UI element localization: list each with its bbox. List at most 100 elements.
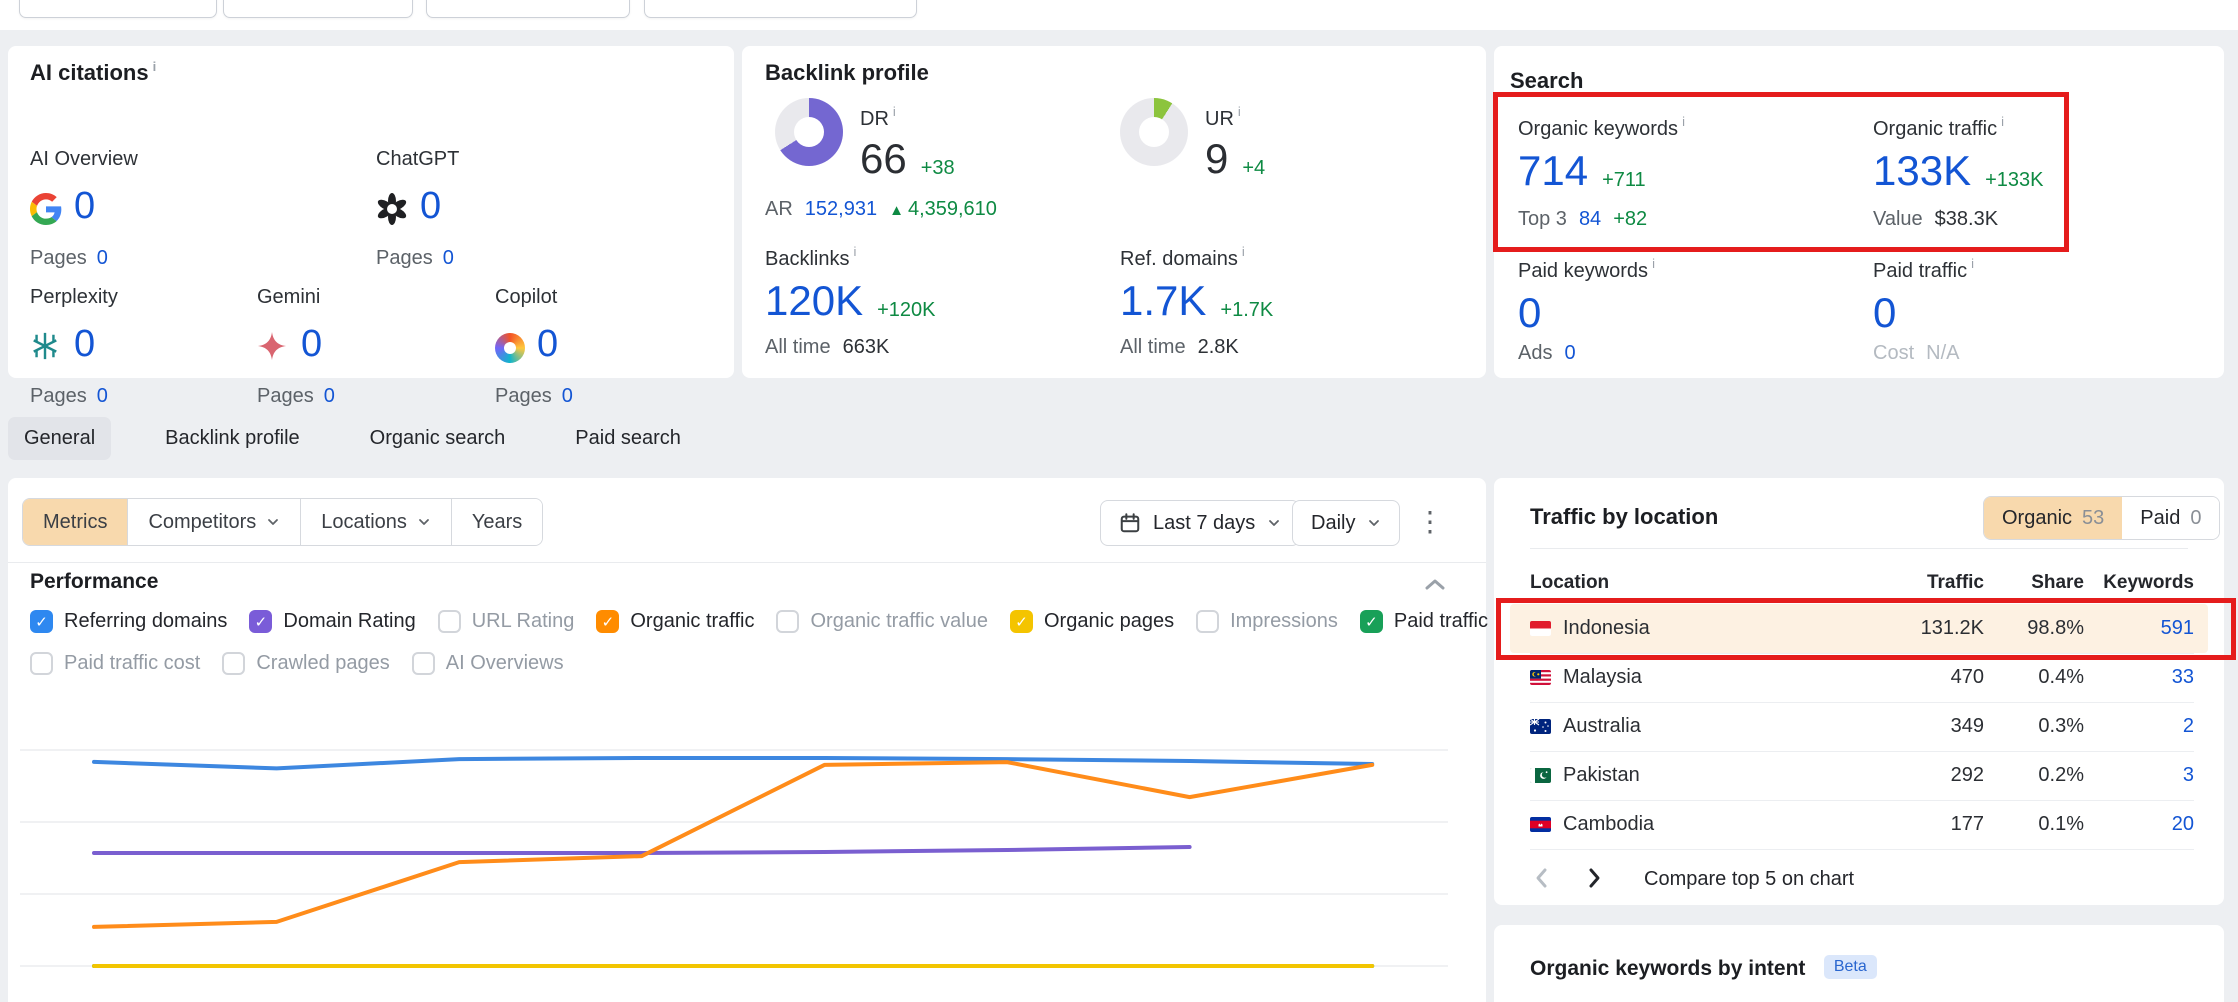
- overview-tabs: General Backlink profile Organic search …: [8, 415, 697, 461]
- gemini-icon: [257, 331, 289, 363]
- traffic-value: 131.2K: [1920, 617, 1984, 639]
- backlinks-value[interactable]: 120K: [765, 277, 864, 324]
- segment-competitors[interactable]: Competitors: [128, 499, 302, 545]
- organic-keywords-label: Organic keywords: [1518, 118, 1685, 141]
- segment-locations[interactable]: Locations: [301, 499, 452, 545]
- dr-delta: +38: [920, 157, 955, 179]
- col-traffic[interactable]: Traffic: [1926, 572, 1984, 593]
- ref-domains-value[interactable]: 1.7K: [1120, 277, 1207, 324]
- metric-organic-traffic-value[interactable]: Organic traffic value: [776, 610, 988, 633]
- location-row-malaysia[interactable]: Malaysia 470 0.4% 33: [1530, 653, 2194, 702]
- pages-value[interactable]: 0: [442, 247, 454, 269]
- collapse-section-icon[interactable]: [1423, 576, 1447, 597]
- paid-traffic-value[interactable]: 0: [1873, 289, 1897, 336]
- chevron-down-icon: [418, 519, 429, 525]
- top-input-4[interactable]: [644, 0, 917, 18]
- checkbox-unchecked-icon: [411, 652, 435, 675]
- ai-item-value: 0: [537, 323, 559, 365]
- checkbox-unchecked-icon: [222, 652, 246, 675]
- location-row-australia[interactable]: Australia 349 0.3% 2: [1530, 702, 2194, 751]
- share-value: 0.2%: [2038, 764, 2084, 786]
- metric-paid-traffic[interactable]: ✓ Paid traffic: [1359, 610, 1488, 633]
- next-page-icon[interactable]: [1584, 866, 1604, 890]
- metric-ai-overviews[interactable]: AI Overviews: [411, 652, 564, 675]
- checkbox-unchecked-icon: [437, 610, 461, 633]
- location-name: Malaysia: [1563, 666, 1642, 688]
- top-bar: [0, 0, 2238, 30]
- pages-value[interactable]: 0: [96, 385, 108, 407]
- chatgpt-icon: [376, 193, 408, 225]
- keywords-link[interactable]: 20: [2171, 813, 2194, 835]
- metric-url-rating[interactable]: URL Rating: [437, 610, 574, 633]
- backlink-profile-title: Backlink profile: [765, 60, 929, 85]
- col-location[interactable]: Location: [1530, 572, 1610, 593]
- prev-page-icon[interactable]: [1532, 866, 1552, 890]
- paid-keywords-label: Paid keywords: [1518, 260, 1655, 283]
- paid-keywords-value[interactable]: 0: [1518, 289, 1542, 336]
- pages-value[interactable]: 0: [561, 385, 573, 407]
- dr-value: 66: [860, 135, 907, 182]
- keywords-link[interactable]: 2: [2182, 715, 2194, 737]
- granularity-button[interactable]: Daily: [1292, 500, 1401, 546]
- ar-value[interactable]: 152,931: [804, 198, 878, 220]
- flag-indonesia-icon: [1530, 621, 1551, 636]
- metric-organic-traffic[interactable]: ✓ Organic traffic: [596, 610, 754, 633]
- top3-value[interactable]: 84: [1578, 208, 1602, 230]
- flag-australia-icon: [1530, 719, 1551, 734]
- tab-backlink-profile[interactable]: Backlink profile: [165, 426, 300, 449]
- divider: [1530, 702, 2194, 703]
- keywords-link[interactable]: 3: [2182, 764, 2194, 786]
- location-row-cambodia[interactable]: Cambodia 177 0.1% 20: [1530, 800, 2194, 849]
- beta-badge: Beta: [1823, 955, 1877, 979]
- value-amount: $38.3K: [1934, 208, 1999, 230]
- metric-paid-traffic-cost[interactable]: Paid traffic cost: [30, 652, 200, 675]
- organic-traffic-delta: +133K: [1985, 169, 2044, 191]
- compare-top5-button[interactable]: Compare top 5 on chart: [1644, 868, 1855, 890]
- tab-general[interactable]: General: [8, 416, 112, 460]
- tab-paid-search[interactable]: Paid search: [575, 426, 681, 449]
- col-share[interactable]: Share: [2031, 572, 2084, 593]
- more-options-icon[interactable]: ⋮: [1416, 506, 1444, 537]
- ai-item-label: Copilot: [495, 286, 558, 308]
- copilot-icon: [495, 333, 525, 363]
- metric-organic-pages[interactable]: ✓ Organic pages: [1009, 610, 1174, 633]
- location-row-pakistan[interactable]: Pakistan 292 0.2% 3: [1530, 751, 2194, 800]
- top-input-2[interactable]: [223, 0, 413, 18]
- ai-citations-title: AI citations: [30, 60, 156, 86]
- top3-delta: +82: [1613, 208, 1648, 230]
- col-keywords[interactable]: Keywords: [2103, 572, 2194, 593]
- checkbox-unchecked-icon: [1196, 610, 1220, 633]
- metric-impressions[interactable]: Impressions: [1196, 610, 1338, 633]
- performance-card: Metrics Competitors Locations Years Last…: [8, 478, 1488, 1002]
- metric-domain-rating[interactable]: ✓ Domain Rating: [249, 610, 416, 633]
- keywords-link[interactable]: 33: [2171, 666, 2194, 688]
- divider: [1530, 800, 2194, 801]
- pages-label: Pages: [30, 247, 87, 269]
- metric-referring-domains[interactable]: ✓ Referring domains: [30, 610, 227, 633]
- top-input-1[interactable]: [19, 0, 217, 18]
- ads-value[interactable]: 0: [1564, 342, 1576, 364]
- backlinks-label: Backlinks: [765, 248, 856, 271]
- pages-value[interactable]: 0: [96, 247, 108, 269]
- keywords-link[interactable]: 591: [2160, 617, 2194, 639]
- pages-value[interactable]: 0: [323, 385, 335, 407]
- top-input-3[interactable]: [426, 0, 630, 18]
- value-label: Value: [1873, 208, 1923, 230]
- ref-domains-label: Ref. domains: [1120, 248, 1245, 271]
- ai-item-value: 0: [420, 185, 442, 227]
- metric-crawled-pages[interactable]: Crawled pages: [222, 652, 390, 675]
- segment-years[interactable]: Years: [451, 499, 543, 545]
- segment-metrics[interactable]: Metrics: [23, 499, 129, 545]
- organic-traffic-value[interactable]: 133K: [1873, 147, 1972, 194]
- tab-organic-search[interactable]: Organic search: [369, 426, 506, 449]
- url-rating-donut: [1120, 98, 1188, 166]
- google-icon: [30, 193, 62, 225]
- cost-value: N/A: [1926, 342, 1960, 364]
- location-row-indonesia[interactable]: Indonesia 131.2K 98.8% 591: [1530, 604, 2194, 653]
- traffic-value: 177: [1950, 813, 1984, 835]
- toggle-organic[interactable]: Organic 53: [1984, 497, 2123, 539]
- date-range-button[interactable]: Last 7 days: [1100, 500, 1301, 546]
- toggle-paid[interactable]: Paid 0: [2122, 497, 2220, 539]
- organic-keywords-value[interactable]: 714: [1518, 147, 1589, 194]
